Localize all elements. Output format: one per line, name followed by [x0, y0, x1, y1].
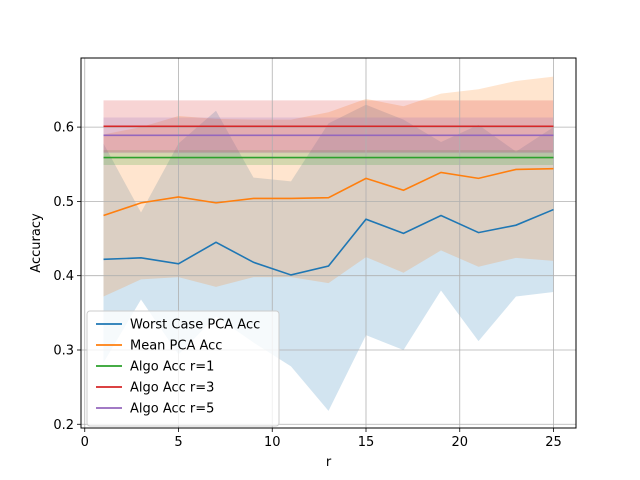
y-tick-label: 0.6	[53, 121, 74, 136]
y-tick-label: 0.4	[53, 269, 74, 284]
y-tick-label: 0.5	[53, 195, 74, 210]
series-lines	[103, 125, 554, 276]
line-worst-case-pca-acc	[103, 208, 554, 276]
x-tick-label: 20	[451, 435, 468, 450]
legend-entry: Algo Acc r=3	[130, 381, 214, 396]
x-tick-label: 25	[545, 435, 562, 450]
legend-entry: Worst Case PCA Acc	[130, 318, 260, 333]
y-axis-label: Accuracy	[29, 213, 44, 273]
plot-frame	[80, 57, 577, 429]
x-axis-label: r	[326, 455, 332, 470]
x-tick-label: 10	[264, 435, 281, 450]
band-worst-case-pca-acc	[103, 104, 554, 411]
line-mean-pca-acc	[103, 167, 554, 217]
legend-entry: Mean PCA Acc	[130, 339, 222, 354]
legend: Worst Case PCA Acc Mean PCA Acc Algo Acc r…	[86, 310, 280, 427]
x-tick-label: 15	[358, 435, 375, 450]
legend-entry: Algo Acc r=5	[130, 402, 214, 417]
legend-entry: Algo Acc r=1	[130, 360, 214, 375]
y-tick-label: 0.2	[53, 418, 74, 433]
x-tick-label: 5	[174, 435, 182, 450]
y-tick-label: 0.3	[53, 343, 74, 358]
axis-ticks: 0 5 10 15 20 25 0.2 0.3 0.4 0.5 0.6	[53, 121, 561, 450]
legend-box	[86, 310, 280, 427]
x-tick-label: 0	[81, 435, 89, 450]
